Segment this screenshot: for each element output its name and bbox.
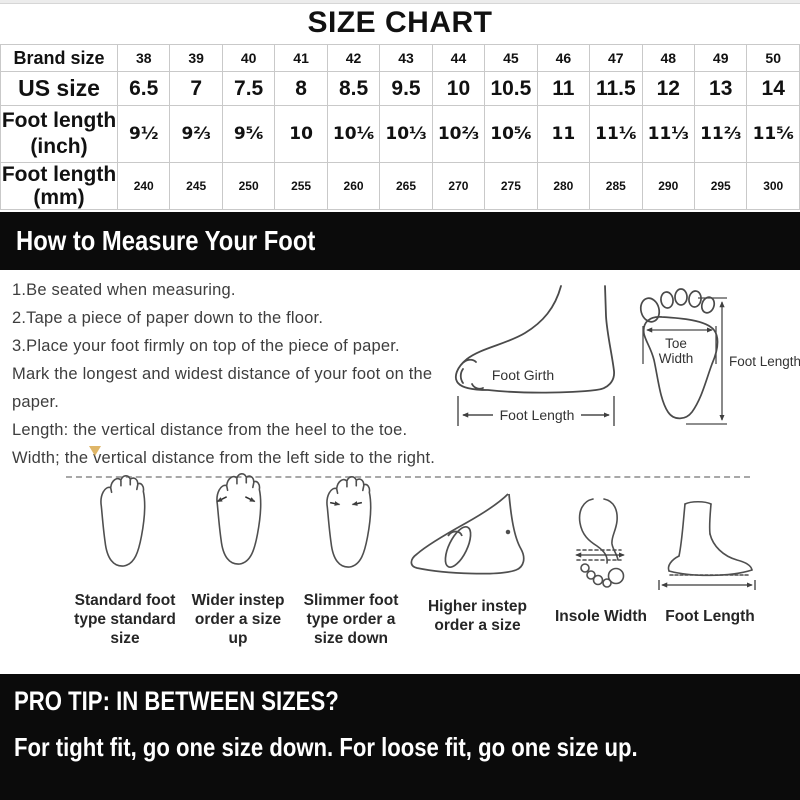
size-cell: 9⅚: [221, 105, 276, 163]
toe-width-label-line1: Toe: [665, 336, 687, 351]
top-divider: [0, 0, 800, 4]
insole-width-icon: [575, 498, 625, 588]
table-row-us: US size 6.5 7 7.5 8 8.5 9.5 10 10.5 11 11.5 12 13 14: [0, 71, 800, 106]
size-cell: 6.5: [116, 71, 171, 106]
size-cell: 9⅔: [169, 105, 223, 163]
size-cell: 285: [589, 162, 643, 210]
size-cell: 13: [693, 71, 748, 106]
pro-tip-advice: For tight fit, go one size down. For loo…: [14, 732, 638, 762]
size-cell: 245: [169, 162, 223, 210]
size-cell: 40: [221, 44, 276, 72]
size-cell: 11⅔: [693, 105, 748, 163]
size-cell: 270: [431, 162, 486, 210]
row-label: US size: [0, 71, 118, 106]
label-backdrop: [493, 406, 581, 423]
foot-length-vertical-label: Foot Length: [729, 354, 800, 369]
size-cell: 10⅓: [379, 105, 433, 163]
dashed-divider: [66, 476, 750, 478]
foot-type-caption-wider: Wider instep order a size up: [191, 592, 285, 647]
size-cell: 7.5: [221, 71, 276, 106]
foot-type-caption-standard: Standard foot type standard size: [74, 592, 176, 647]
size-cell: 43: [379, 44, 433, 72]
size-cell: 11: [536, 71, 591, 106]
table-row-mm: Foot length (mm) 240 245 250 255 260 265 270 275 2…: [0, 162, 800, 210]
size-cell: 10⅙: [326, 105, 381, 163]
size-cell: 49: [693, 44, 748, 72]
size-cell: 10⅔: [431, 105, 486, 163]
footprint-diagram: Toe Width Foot Length: [639, 288, 800, 425]
page-title: SIZE CHART: [307, 6, 493, 39]
standard-foot-icon: [100, 475, 146, 567]
size-table-body: Brand size 38 39 40 41 42 43 44 45 46 47 48 49 50 US s…: [0, 44, 800, 210]
pro-tip-section: PRO TIP: IN BETWEEN SIZES? For tight fit…: [0, 674, 800, 800]
scroll-marker-icon: [89, 446, 101, 456]
measure-banner-heading: How to Measure Your Foot: [16, 225, 316, 256]
size-cell: 39: [169, 44, 223, 72]
foot-type-caption-higher: Higher instep order a size: [427, 598, 528, 634]
size-cell: 10⅚: [484, 105, 538, 163]
size-cell: 8.5: [326, 71, 381, 106]
instruction-line: Length: the vertical distance from the h…: [12, 421, 408, 439]
measure-banner: How to Measure Your Foot: [0, 212, 800, 270]
size-table: Brand size 38 39 40 41 42 43 44 45 46 47 48 49 50 US s…: [0, 44, 800, 210]
foot-length-label: Foot Length: [500, 407, 575, 423]
size-cell: 11⅚: [746, 105, 800, 163]
size-cell: 50: [746, 44, 800, 72]
instruction-line: Mark the longest and widest distance of …: [12, 365, 433, 411]
size-cell: 300: [746, 162, 800, 210]
foot-type-caption-foot-length: Foot Length: [665, 608, 755, 625]
size-cell: 10.5: [484, 71, 538, 106]
size-cell: 11: [536, 105, 591, 163]
size-cell: 250: [221, 162, 276, 210]
size-cell: 295: [693, 162, 748, 210]
instruction-line: 3.Place your foot firmly on top of the p…: [12, 337, 400, 355]
foot-length-icon: [658, 500, 756, 590]
instruction-line: 2.Tape a piece of paper down to the floo…: [12, 309, 324, 327]
size-cell: 290: [641, 162, 695, 210]
row-label: Brand size: [0, 44, 118, 72]
foot-type-caption-insole-width: Insole Width: [555, 608, 647, 625]
size-cell: 7: [169, 71, 223, 106]
size-cell: 260: [326, 162, 381, 210]
higher-instep-foot-icon: [410, 493, 525, 575]
size-cell: 10: [431, 71, 486, 106]
row-label: Foot length (mm): [0, 162, 118, 210]
instruction-line: 1.Be seated when measuring.: [12, 281, 236, 299]
wider-instep-foot-icon: [216, 473, 262, 565]
row-label: Foot length (inch): [0, 105, 118, 163]
size-cell: 45: [484, 44, 538, 72]
size-cell: 11.5: [589, 71, 643, 106]
size-cell: 8: [274, 71, 328, 106]
size-cell: 42: [326, 44, 381, 72]
toe-width-label-line2: Width: [659, 351, 694, 366]
table-row-brand: Brand size 38 39 40 41 42 43 44 45 46 47 48 49 50: [0, 44, 800, 72]
size-cell: 280: [536, 162, 591, 210]
size-cell: 14: [746, 71, 800, 106]
instruction-line: Width; the vertical distance from the le…: [12, 449, 436, 467]
foot-type-caption-slimmer: Slimmer foot type order a size down: [303, 592, 399, 647]
size-cell: 275: [484, 162, 538, 210]
size-cell: 10: [274, 105, 328, 163]
size-cell: 265: [379, 162, 433, 210]
foot-girth-label: Foot Girth: [492, 367, 554, 383]
pro-tip-heading: PRO TIP: IN BETWEEN SIZES?: [14, 686, 339, 716]
size-cell: 255: [274, 162, 328, 210]
size-cell: 12: [641, 71, 695, 106]
side-foot-diagram: Foot Girth Foot Length: [454, 285, 615, 426]
size-cell: 9½: [116, 105, 171, 163]
size-cell: 47: [589, 44, 643, 72]
size-cell: 46: [536, 44, 591, 72]
size-cell: 11⅓: [641, 105, 695, 163]
measure-instructions: 1.Be seated when measuring. 2.Tape a piec…: [12, 276, 474, 472]
size-cell: 11⅙: [589, 105, 643, 163]
slimmer-foot-icon: [326, 476, 372, 568]
size-cell: 48: [641, 44, 695, 72]
size-cell: 41: [274, 44, 328, 72]
size-cell: 44: [431, 44, 486, 72]
size-cell: 38: [116, 44, 171, 72]
table-row-inch: Foot length (inch) 9½ 9⅔ 9⅚ 10 10⅙ 10⅓ 10⅔ 10⅚ 11 1…: [0, 105, 800, 163]
size-cell: 9.5: [379, 71, 433, 106]
size-cell: 240: [116, 162, 171, 210]
